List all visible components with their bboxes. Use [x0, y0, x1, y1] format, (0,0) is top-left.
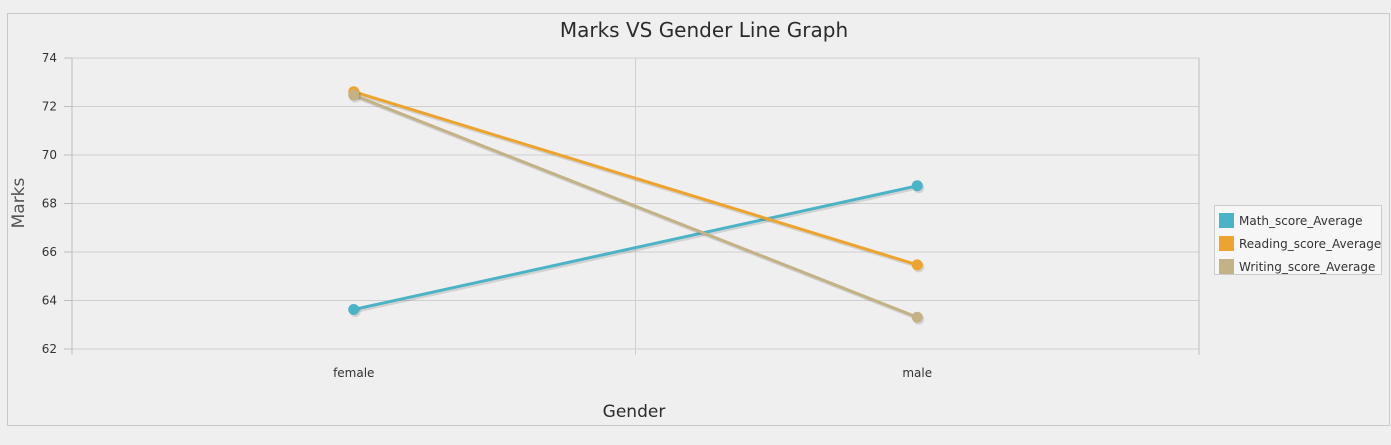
series-line	[353, 90, 918, 267]
series-line-shadow	[354, 186, 920, 313]
legend-item[interactable]: Reading_score_Average	[1219, 232, 1381, 255]
y-tick-label: 64	[42, 294, 57, 308]
axes	[64, 57, 1200, 355]
y-tick-label: 62	[42, 342, 57, 356]
data-point[interactable]	[911, 180, 923, 192]
legend-swatch	[1219, 236, 1234, 251]
series-line	[353, 184, 918, 311]
legend-item[interactable]: Math_score_Average	[1219, 209, 1381, 232]
y-tick-label: 68	[42, 197, 57, 211]
tick-labels: 62 64 66 68 70 72 74 female male	[42, 51, 932, 380]
data-point[interactable]	[911, 259, 923, 271]
y-axis-title: Marks	[9, 177, 29, 228]
series-lines	[348, 86, 925, 325]
legend-label: Reading_score_Average	[1239, 236, 1382, 251]
legend-label: Writing_score_Average	[1239, 259, 1376, 274]
legend-swatch	[1219, 213, 1234, 228]
chart-title: Marks VS Gender Line Graph	[560, 18, 848, 42]
series-line	[353, 93, 918, 319]
gridlines	[72, 57, 1199, 355]
series-Math_score_Average	[348, 180, 925, 317]
chart-frame	[7, 13, 1390, 426]
y-tick-label: 74	[42, 51, 57, 65]
x-tick-label: male	[902, 366, 932, 380]
y-tick-label: 70	[42, 148, 57, 162]
x-axis-title: Gender	[603, 402, 666, 422]
y-tick-label: 72	[42, 100, 57, 114]
legend-label: Math_score_Average	[1239, 213, 1363, 228]
series-Writing_score_Average	[348, 89, 925, 325]
y-tick-label: 66	[42, 245, 57, 259]
data-point[interactable]	[348, 89, 360, 101]
x-tick-label: female	[333, 366, 374, 380]
chart-legend: Math_score_Average Reading_score_Average W…	[1214, 205, 1382, 275]
data-point[interactable]	[348, 303, 360, 315]
legend-swatch	[1219, 259, 1234, 274]
series-Reading_score_Average	[348, 86, 925, 273]
data-point[interactable]	[911, 311, 923, 323]
legend-item[interactable]: Writing_score_Average	[1219, 255, 1381, 278]
